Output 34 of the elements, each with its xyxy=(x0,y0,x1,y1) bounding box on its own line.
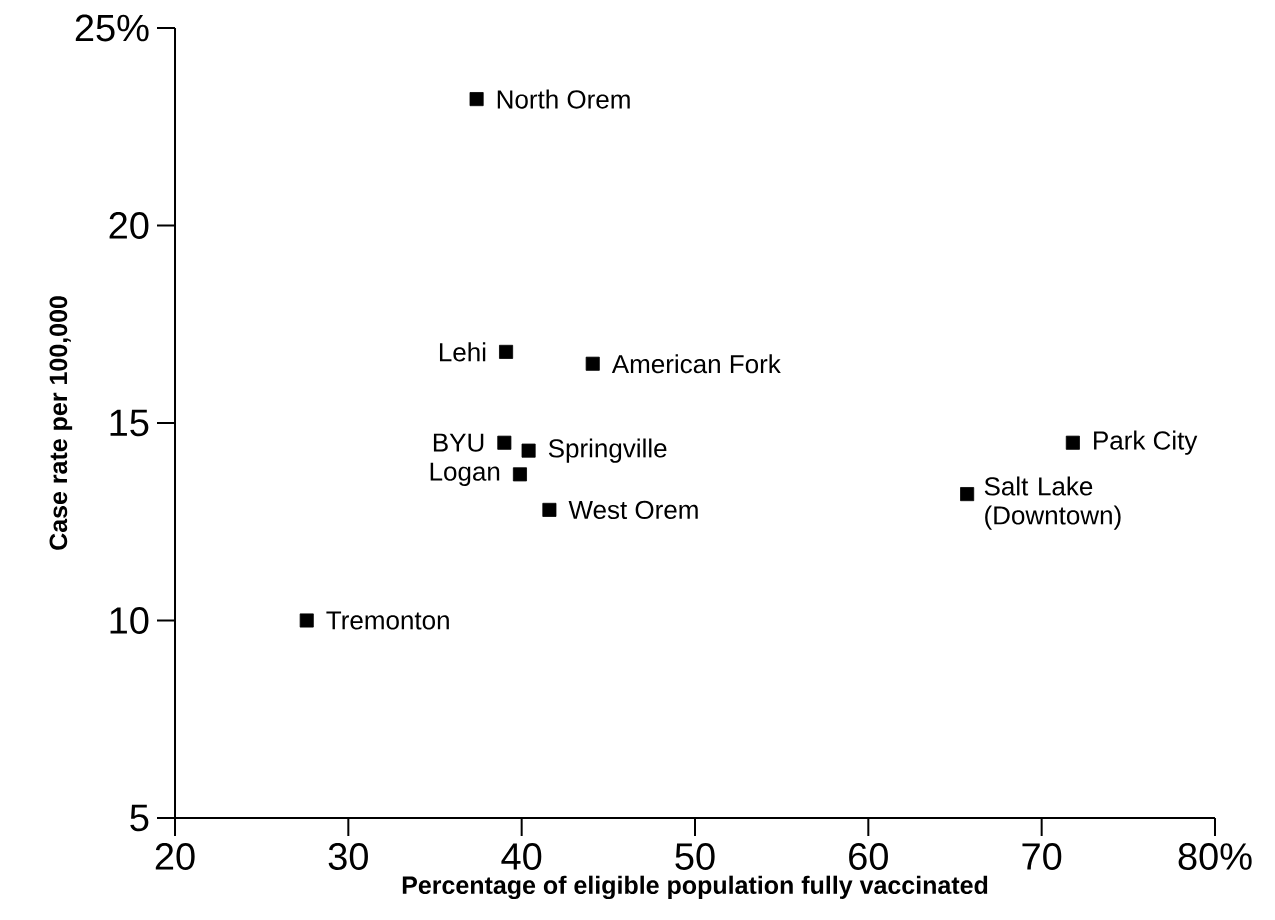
point xyxy=(499,344,514,359)
x-tick-label: 80% xyxy=(1178,843,1252,870)
y-tick-label: 20 xyxy=(109,212,149,239)
point xyxy=(521,443,536,458)
annotation: American Fork xyxy=(611,354,781,374)
annotation: North Orem xyxy=(497,89,630,109)
y-axis-title: Case rate per 100,000 xyxy=(49,296,73,550)
x-tick-label: 50 xyxy=(675,843,715,870)
annotation: Logan xyxy=(430,462,500,486)
annotation: West Orem xyxy=(568,500,698,520)
point xyxy=(497,435,512,450)
annotation: Park City xyxy=(1094,430,1198,455)
point xyxy=(960,487,975,502)
point xyxy=(1065,435,1080,450)
annotation: Lehi xyxy=(439,342,486,362)
y-tick-label: 25% xyxy=(75,14,149,42)
annotation: Springville xyxy=(548,438,667,463)
point xyxy=(512,467,527,482)
y-tick-label: 15 xyxy=(110,409,149,437)
x-tick-label: 30 xyxy=(328,843,368,870)
point xyxy=(585,356,600,371)
x-axis-title: Percentage of eligible population fully vaccinated xyxy=(402,875,988,900)
annotation: Tremonton xyxy=(326,611,449,630)
annotation: Salt Lake (Downtown) xyxy=(984,476,1121,530)
annotation: BYU xyxy=(433,433,484,452)
point xyxy=(469,92,484,107)
x-tick-label: 70 xyxy=(1022,843,1062,870)
x-tick-label: 40 xyxy=(501,843,542,870)
x-tick-label: 60 xyxy=(849,843,888,870)
point xyxy=(299,613,314,628)
y-tick-label: 5 xyxy=(130,804,149,832)
x-tick-label: 20 xyxy=(155,843,195,870)
y-tick-label: 10 xyxy=(110,607,149,634)
point xyxy=(542,502,557,517)
